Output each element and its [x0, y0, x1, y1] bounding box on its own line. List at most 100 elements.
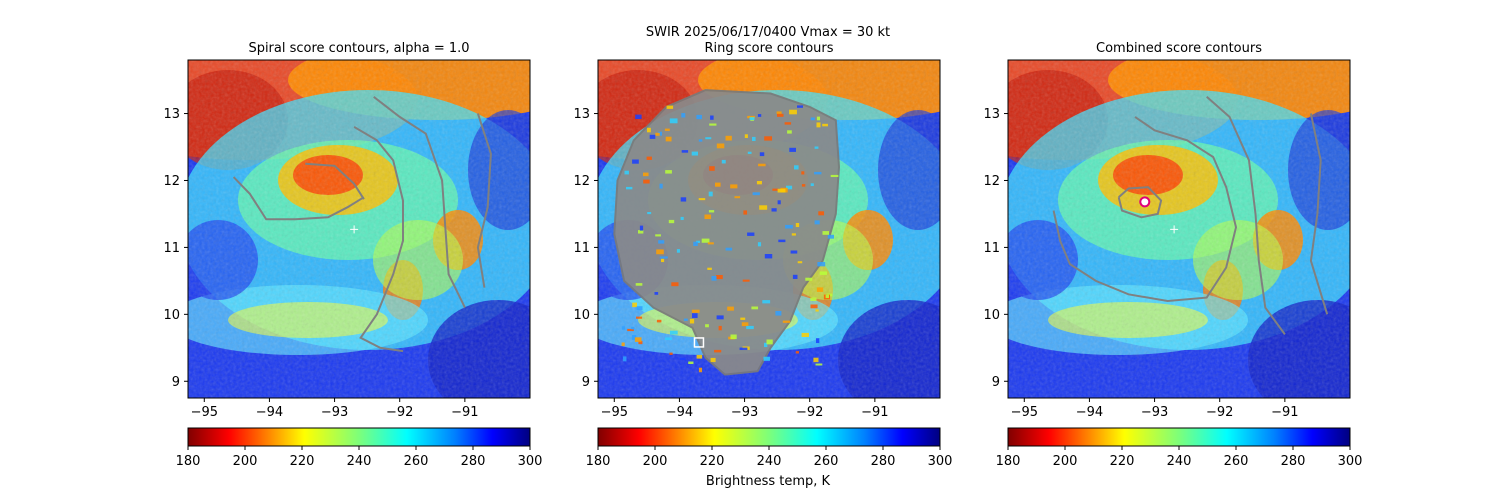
colorbar-tick-label: 300	[928, 454, 953, 469]
y-tick-label: 12	[163, 174, 180, 189]
ring-fragment	[638, 340, 643, 345]
ring-fragment	[709, 123, 717, 126]
ring-fragment	[715, 182, 721, 187]
ring-fragment	[810, 297, 817, 301]
colorbar-tick-label: 220	[290, 454, 315, 469]
ring-fragment	[801, 171, 805, 175]
ring-fragment	[810, 183, 814, 187]
ring-fragment	[683, 318, 688, 321]
score-contour-line	[1309, 113, 1329, 315]
ring-fragment	[632, 159, 639, 164]
ring-fragment	[830, 174, 839, 178]
ring-fragment	[792, 274, 798, 279]
y-tick-label: 10	[163, 308, 180, 323]
ring-fragment	[681, 150, 689, 153]
ring-fragment	[707, 242, 714, 245]
ring-fragment	[698, 139, 703, 142]
x-tick-label: −95	[601, 405, 628, 420]
x-tick-label: −92	[1206, 405, 1233, 420]
ring-fragment	[643, 172, 649, 177]
ring-fragment	[716, 143, 725, 149]
colorbar-tick-label: 240	[1167, 454, 1192, 469]
ring-fragment	[698, 367, 703, 373]
ring-fragment	[797, 105, 804, 108]
ring-fragment	[727, 306, 734, 311]
ring-fragment	[818, 211, 825, 216]
ring-fragment	[636, 306, 643, 311]
panel-title: Spiral score contours, alpha = 1.0	[248, 41, 469, 56]
colorbar-tick-label: 200	[643, 454, 668, 469]
y-tick-label: 10	[983, 308, 1000, 323]
colorbar-label: Brightness temp, K	[706, 474, 831, 489]
x-tick-label: −93	[1141, 405, 1168, 420]
ring-fragment	[704, 214, 712, 220]
score-contour-line	[232, 176, 365, 221]
colorbar-tick-label: 200	[233, 454, 258, 469]
ring-fragment	[787, 130, 792, 134]
ring-fragment	[627, 328, 634, 332]
x-tick-label: −94	[256, 405, 283, 420]
axes-frame	[187, 59, 531, 399]
ring-fragment	[634, 337, 642, 342]
ring-fragment	[693, 241, 698, 246]
colorbar-tick-label: 260	[814, 454, 839, 469]
ring-fragment	[791, 233, 796, 236]
ring-fragment	[705, 137, 712, 140]
x-tick-label: −94	[1076, 405, 1103, 420]
ring-fragment	[757, 114, 762, 117]
ring-fragment	[691, 151, 698, 156]
score-contour-line	[353, 126, 404, 353]
ring-fragment	[734, 196, 741, 199]
ring-fragment	[649, 134, 656, 139]
panel-2: Ring score contours −95 −94 −93 −92 −91 9 10 11 1…	[573, 41, 941, 420]
ring-fragment	[782, 320, 791, 323]
colorbar-tick-label: 240	[757, 454, 782, 469]
ring-fragment	[744, 134, 748, 138]
ring-fragment	[741, 322, 749, 327]
ring-fragment	[689, 318, 695, 324]
ring-fragment	[665, 337, 672, 341]
ring-fragment	[654, 292, 659, 295]
colorbar-tick-label: 260	[404, 454, 429, 469]
ring-score-contours	[613, 89, 841, 376]
ring-fragment	[816, 116, 821, 121]
ring-fragment	[752, 192, 760, 196]
ring-fragment	[708, 210, 715, 213]
panel-3: Combined score contours −95 −94 −93 −92 −91 9 1…	[983, 41, 1351, 420]
ring-fragment	[785, 224, 793, 229]
ring-fragment	[764, 254, 773, 259]
ring-fragment	[636, 316, 643, 319]
colorbar-tick-label: 280	[1281, 454, 1306, 469]
colorbar-tick-label: 300	[518, 454, 543, 469]
colorbar-tick-label: 220	[1110, 454, 1135, 469]
ring-fragment	[647, 127, 651, 133]
ring-fragment	[705, 324, 709, 328]
ring-fragment	[825, 294, 829, 299]
ring-fragment	[664, 128, 670, 131]
ring-fragment	[775, 311, 782, 316]
axes-frame	[597, 59, 941, 399]
ring-fragment	[764, 342, 768, 348]
colorbar-gradient	[1007, 427, 1351, 447]
ring-fragment	[784, 122, 792, 125]
ring-fragment	[822, 123, 828, 127]
ring-fragment	[658, 131, 663, 136]
ring-fragment	[801, 184, 806, 187]
ring-fragment	[817, 262, 826, 267]
suptitle: SWIR 2025/06/17/0400 Vmax = 30 kt	[646, 25, 890, 40]
ring-fragment	[681, 113, 686, 118]
ring-fragment	[708, 191, 713, 197]
ring-fragment	[659, 183, 663, 189]
ring-fragment	[816, 122, 821, 128]
ring-fragment	[647, 212, 652, 215]
colorbar-tick-label: 300	[1338, 454, 1363, 469]
ring-fragment	[716, 315, 724, 320]
ring-fragment	[632, 302, 638, 308]
ring-fragment	[740, 317, 746, 320]
ring-fragment	[696, 114, 702, 120]
ring-fragment	[758, 163, 766, 167]
ring-fragment	[680, 197, 687, 202]
ring-fragment	[789, 147, 797, 152]
ring-fragment	[801, 332, 809, 337]
ring-fragment	[751, 306, 759, 310]
